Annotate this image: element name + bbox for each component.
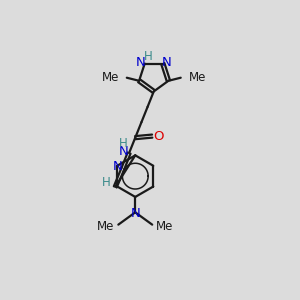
Text: O: O	[153, 130, 164, 142]
Text: N: N	[130, 207, 140, 220]
Text: Me: Me	[102, 71, 119, 84]
Text: H: H	[119, 137, 128, 150]
Text: Me: Me	[97, 220, 115, 233]
Text: N: N	[113, 160, 122, 173]
Text: Me: Me	[156, 220, 173, 233]
Text: Me: Me	[188, 71, 206, 84]
Text: N: N	[136, 56, 146, 69]
Text: H: H	[143, 50, 152, 63]
Text: N: N	[162, 56, 172, 69]
Text: N: N	[119, 145, 129, 158]
Text: H: H	[102, 176, 110, 189]
